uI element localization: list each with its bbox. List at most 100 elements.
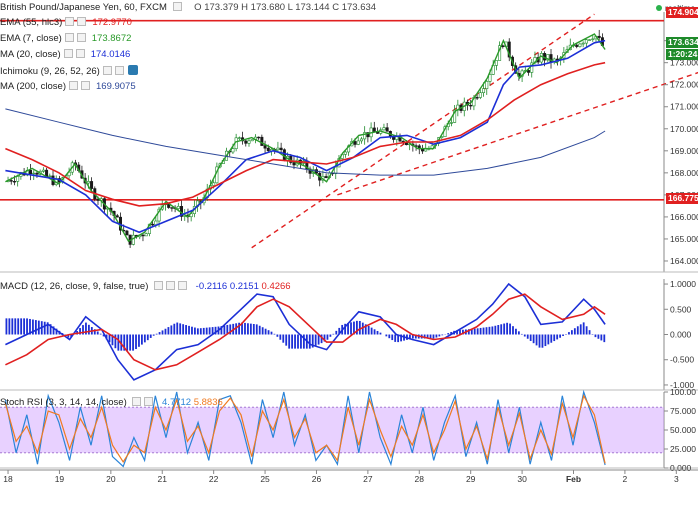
- study-legend-item[interactable]: EMA (7, close) 173.8672: [0, 33, 131, 44]
- candle-body: [141, 234, 145, 237]
- macd-legend: MACD (12, 26, close, 9, false, true) -0.…: [0, 281, 291, 292]
- y-tick-label: 25.000: [670, 444, 696, 454]
- gear-icon[interactable]: [127, 65, 138, 75]
- dropdown-icon[interactable]: [63, 49, 73, 58]
- symbol-title: British Pound/Japanese Yen, 60, FXCM: [0, 2, 167, 13]
- histogram-bar: [20, 318, 23, 335]
- histogram-bar: [391, 334, 394, 341]
- histogram-bar: [279, 334, 282, 340]
- candle-body: [125, 230, 129, 236]
- histogram-bar: [149, 334, 152, 338]
- histogram-bar: [32, 319, 34, 335]
- dropdown-icon[interactable]: [69, 81, 78, 90]
- histogram-bar: [102, 334, 105, 337]
- histogram-bar: [550, 334, 553, 343]
- dropdown-icon[interactable]: [132, 397, 142, 406]
- candle-body: [41, 169, 45, 172]
- settings-icon[interactable]: [77, 17, 87, 26]
- study-legend-item[interactable]: MA (20, close) 174.0146: [0, 49, 130, 60]
- histogram-bar: [515, 328, 517, 335]
- histogram-bar: [541, 334, 544, 348]
- histogram-bar: [291, 334, 294, 349]
- histogram-bar: [568, 332, 570, 335]
- candle-body: [469, 104, 473, 107]
- histogram-bar: [329, 334, 332, 337]
- candle-body: [494, 60, 498, 66]
- x-tick-label: 28: [415, 474, 425, 484]
- study-legend-item[interactable]: Ichimoku (9, 26, 52, 26): [0, 65, 138, 77]
- histogram-bar: [123, 334, 126, 351]
- x-tick-label: 29: [466, 474, 476, 484]
- settings-icon[interactable]: [75, 49, 85, 58]
- histogram-bar: [600, 334, 603, 341]
- histogram-bar: [82, 325, 84, 335]
- candle-body: [343, 151, 347, 155]
- histogram-bar: [376, 330, 379, 335]
- histogram-bar: [288, 334, 291, 349]
- study-legend-item[interactable]: EMA (55, hlc3) 172.9770: [0, 17, 132, 28]
- close-icon[interactable]: [178, 281, 188, 290]
- settings-icon[interactable]: [114, 66, 124, 75]
- candle-body: [488, 74, 492, 82]
- x-tick-label: 26: [312, 474, 322, 484]
- study-legend-item[interactable]: MA (200, close) 169.9075: [0, 81, 136, 92]
- settings-icon[interactable]: [81, 81, 90, 90]
- y-tick-label: 100.00: [670, 387, 696, 397]
- series-line-0: [5, 33, 606, 243]
- settings-icon[interactable]: [76, 33, 86, 42]
- histogram-bar: [5, 318, 8, 335]
- candle-body: [372, 127, 376, 132]
- candle-body: [276, 147, 280, 151]
- candle-body: [359, 138, 363, 142]
- study-label: EMA (7, close): [0, 33, 62, 44]
- histogram-bar: [476, 328, 479, 335]
- settings-icon[interactable]: [166, 281, 176, 290]
- candle-body: [501, 45, 505, 47]
- dropdown-icon[interactable]: [64, 33, 74, 42]
- histogram-bar: [258, 325, 261, 335]
- candle-body: [86, 181, 90, 184]
- histogram-bar: [8, 318, 11, 335]
- histogram-bar: [435, 334, 438, 338]
- histogram-bar: [479, 327, 482, 335]
- candle-body: [292, 162, 296, 166]
- histogram-bar: [241, 322, 243, 335]
- x-tick-label: 25: [260, 474, 270, 484]
- y-tick-label: 171.000: [670, 102, 698, 112]
- y-tick-label: 166.000: [670, 212, 698, 222]
- histogram-bar: [79, 328, 81, 335]
- y-tick-label: 168.000: [670, 168, 698, 178]
- macd-value: -0.2116: [195, 281, 228, 292]
- histogram-bar: [388, 334, 391, 339]
- histogram-bar: [141, 334, 143, 345]
- histogram-bar: [570, 330, 573, 335]
- dropdown-icon[interactable]: [154, 281, 164, 290]
- dropdown-icon[interactable]: [102, 66, 112, 75]
- y-tick-label: 0.000: [670, 330, 692, 340]
- histogram-bar: [438, 334, 441, 337]
- histogram-bar: [347, 323, 349, 335]
- settings-icon[interactable]: [144, 397, 154, 406]
- dropdown-icon[interactable]: [65, 17, 75, 26]
- histogram-bar: [585, 326, 588, 335]
- histogram-bar: [129, 334, 132, 351]
- histogram-bar: [409, 334, 411, 340]
- histogram-bar: [294, 334, 296, 349]
- candle-body: [244, 140, 248, 144]
- candle-body: [597, 35, 601, 38]
- candle-body: [366, 132, 370, 138]
- candle-body: [266, 147, 270, 152]
- histogram-bar: [132, 334, 134, 351]
- dropdown-icon[interactable]: [172, 2, 182, 11]
- histogram-bar: [350, 322, 352, 335]
- candle-body: [578, 43, 582, 47]
- histogram-bar: [556, 334, 559, 340]
- histogram-bar: [494, 325, 497, 335]
- histogram-bar: [17, 318, 20, 335]
- histogram-bar: [470, 328, 473, 335]
- histogram-bar: [370, 327, 373, 335]
- histogram-bar: [582, 322, 585, 335]
- x-tick-label: 3: [674, 474, 679, 484]
- resistance-price-tag: 174.904: [666, 7, 698, 18]
